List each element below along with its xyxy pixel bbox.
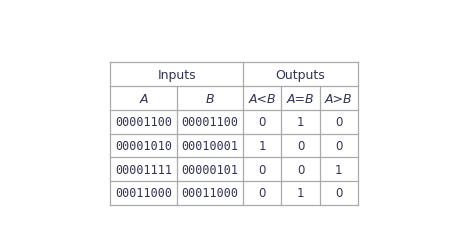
Text: 0: 0 xyxy=(297,163,304,176)
Text: 1: 1 xyxy=(335,163,342,176)
Text: 00011000: 00011000 xyxy=(181,186,239,200)
Text: 1: 1 xyxy=(297,186,304,200)
Text: A=B: A=B xyxy=(287,92,315,105)
Text: 00011000: 00011000 xyxy=(115,186,172,200)
Text: A>B: A>B xyxy=(325,92,353,105)
Text: 0: 0 xyxy=(335,139,342,152)
Text: Outputs: Outputs xyxy=(275,69,325,81)
Text: 00000101: 00000101 xyxy=(181,163,239,176)
Text: 00001010: 00001010 xyxy=(115,139,172,152)
Text: 00001111: 00001111 xyxy=(115,163,172,176)
Text: 0: 0 xyxy=(259,163,266,176)
Text: 00001100: 00001100 xyxy=(115,116,172,129)
Text: B: B xyxy=(206,92,214,105)
Text: Inputs: Inputs xyxy=(158,69,196,81)
Text: 00010001: 00010001 xyxy=(181,139,239,152)
Text: 0: 0 xyxy=(297,139,304,152)
Text: 1: 1 xyxy=(258,139,266,152)
Bar xyxy=(110,63,358,205)
Text: 00001100: 00001100 xyxy=(181,116,239,129)
Text: A<B: A<B xyxy=(248,92,276,105)
Text: 0: 0 xyxy=(259,186,266,200)
Text: 0: 0 xyxy=(335,116,342,129)
Text: 1: 1 xyxy=(297,116,304,129)
Text: A: A xyxy=(139,92,148,105)
Text: 0: 0 xyxy=(259,116,266,129)
Text: 0: 0 xyxy=(335,186,342,200)
